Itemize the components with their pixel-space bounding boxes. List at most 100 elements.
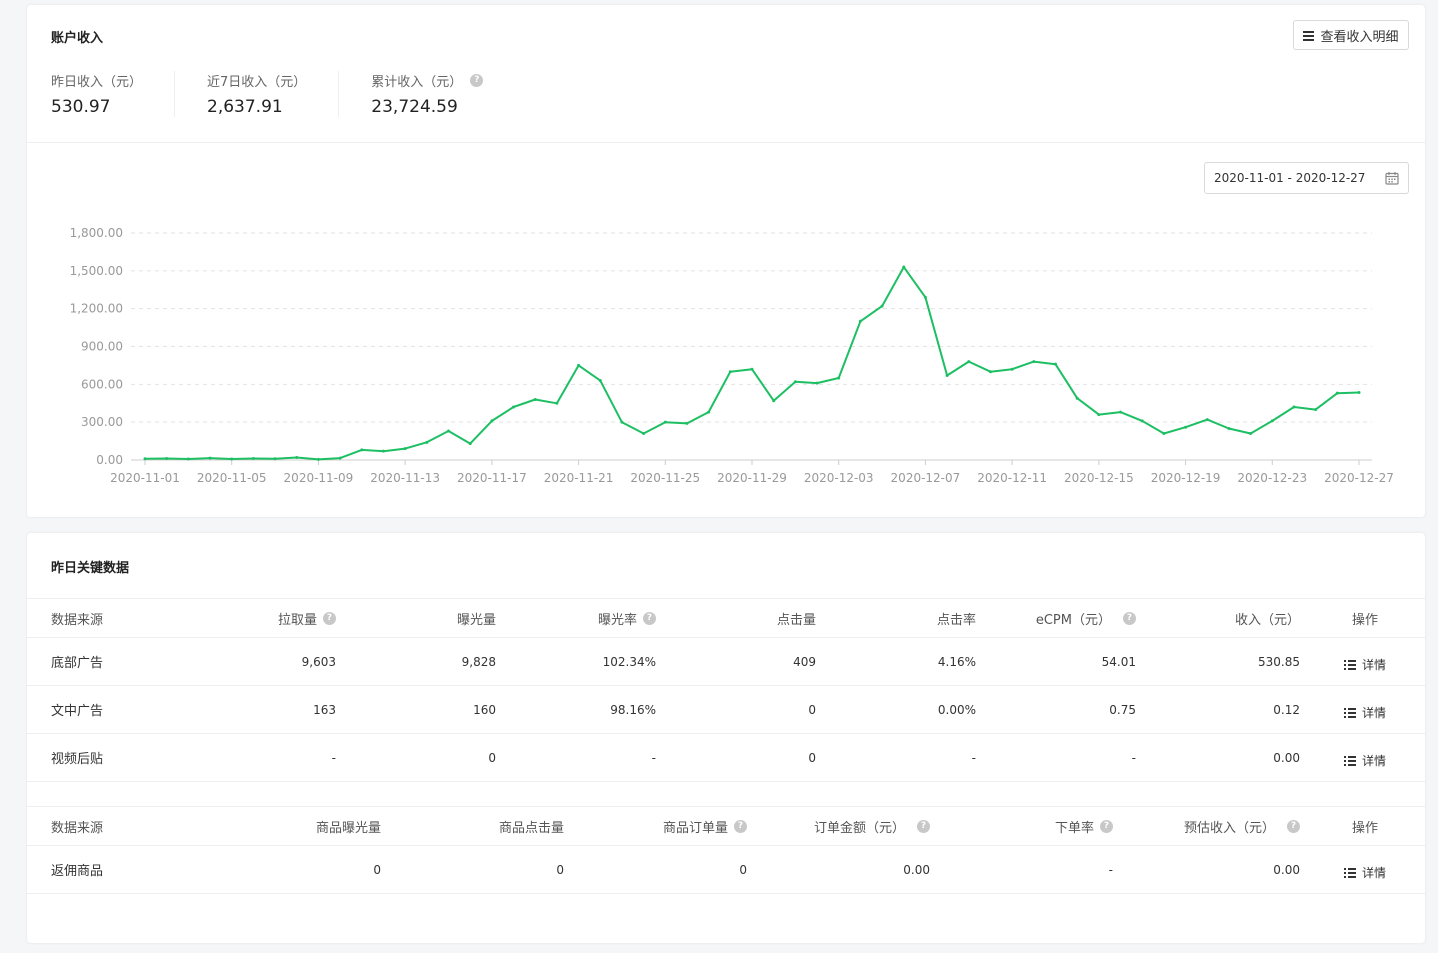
help-icon[interactable]: ? — [1100, 819, 1113, 833]
data-point — [577, 363, 581, 367]
detail-link-cell: 详情 — [1341, 734, 1389, 781]
col-source: 数据来源 — [51, 820, 104, 836]
x-tick-label: 2020-11-09 — [284, 471, 354, 485]
data-point — [360, 448, 364, 452]
data-point — [793, 380, 797, 384]
stat-total: 累计收入（元） ? 23,724.59 — [371, 71, 515, 117]
data-point — [381, 449, 385, 453]
table-row: 文中广告 163 160 98.16% 0 0.00% 0.75 0.12 详情 — [27, 686, 1425, 734]
data-point — [902, 265, 906, 269]
cell-expose-rate: 102.34% — [602, 654, 656, 669]
detail-link-label: 详情 — [1361, 866, 1386, 880]
cell-orders: 0 — [739, 862, 747, 877]
cell-expose: 9,828 — [461, 654, 496, 669]
data-point — [642, 432, 646, 436]
col-source: 数据来源 — [51, 612, 104, 628]
view-income-detail-button[interactable]: 查看收入明细 — [1293, 20, 1409, 50]
stat-7days-label: 近7日收入（元） — [207, 75, 307, 90]
cell-expose: 0 — [373, 862, 381, 877]
x-tick-label: 2020-12-03 — [804, 471, 874, 485]
data-point — [1097, 413, 1101, 417]
income-stats: 昨日收入（元） 530.97 近7日收入（元） 2,637.91 累计收入（元）… — [51, 71, 547, 117]
stat-7days: 近7日收入（元） 2,637.91 — [207, 71, 340, 117]
cell-clicks: 409 — [793, 654, 816, 669]
data-point — [425, 440, 429, 444]
detail-link-label: 详情 — [1361, 658, 1386, 672]
cell-expose-rate: 98.16% — [610, 702, 656, 717]
cell-ecpm: 0.75 — [1109, 702, 1136, 717]
stat-total-label: 累计收入（元） — [371, 75, 463, 90]
x-tick-label: 2020-12-23 — [1237, 471, 1307, 485]
detail-link[interactable]: 详情 — [1343, 752, 1386, 769]
col-pull: 拉取量? — [278, 599, 336, 637]
x-tick-label: 2020-11-29 — [717, 471, 787, 485]
help-icon[interactable]: ? — [917, 819, 930, 833]
cell-amount: 0.00 — [903, 862, 930, 877]
data-point — [208, 456, 212, 460]
table-row: 返佣商品 0 0 0 0.00 - 0.00 详情 — [27, 846, 1425, 894]
row-source: 文中广告 — [51, 704, 104, 719]
help-icon[interactable]: ? — [1287, 819, 1300, 833]
goods-table-header: 数据来源 商品曝光量 商品点击量 商品订单量? 订单金额（元）? 下单率? 预估… — [27, 806, 1425, 846]
row-source: 返佣商品 — [51, 864, 104, 879]
data-point — [967, 360, 971, 364]
help-icon[interactable]: ? — [323, 611, 336, 625]
divider — [27, 142, 1425, 143]
detail-link[interactable]: 详情 — [1343, 656, 1386, 673]
stat-total-value: 23,724.59 — [371, 97, 458, 117]
data-point — [447, 429, 450, 433]
data-point — [1162, 432, 1166, 436]
detail-link-cell: 详情 — [1341, 686, 1389, 733]
help-icon[interactable]: ? — [734, 819, 747, 833]
view-income-detail-label: 查看收入明细 — [1320, 29, 1399, 45]
cell-income: 0.12 — [1273, 702, 1300, 717]
col-expose-rate: 曝光率? — [598, 599, 656, 637]
x-tick-label: 2020-11-01 — [110, 471, 180, 485]
data-point — [295, 455, 299, 459]
list-icon — [1343, 659, 1356, 670]
help-icon[interactable]: ? — [470, 74, 484, 87]
menu-icon — [1303, 30, 1315, 41]
detail-link[interactable]: 详情 — [1343, 704, 1386, 721]
cell-ctr: 0.00% — [937, 702, 976, 717]
y-tick-label: 600.00 — [81, 377, 123, 391]
x-tick-label: 2020-11-21 — [544, 471, 614, 485]
stat-yesterday: 昨日收入（元） 530.97 — [51, 71, 176, 117]
cell-ecpm: - — [1131, 750, 1136, 765]
help-icon[interactable]: ? — [643, 611, 656, 625]
data-point — [1010, 367, 1014, 371]
cell-clicks: 0 — [808, 750, 816, 765]
list-icon — [1343, 755, 1356, 766]
col-goods-orders: 商品订单量? — [663, 807, 747, 845]
data-point — [316, 457, 320, 461]
cell-expose-rate: - — [651, 750, 656, 765]
key-data-card: 昨日关键数据 数据来源 拉取量? 曝光量 曝光率? 点击量 点击率 eCPM（元… — [27, 533, 1425, 943]
data-point — [685, 421, 689, 425]
stat-yesterday-label: 昨日收入（元） — [51, 75, 143, 90]
data-point — [165, 456, 169, 460]
income-line-chart: 0.00 300.00 600.00 900.00 1,200.00 1,500.00 1,… — [70, 226, 1394, 485]
x-tick-label: 2020-12-11 — [977, 471, 1047, 485]
data-point — [1119, 410, 1123, 414]
row-source: 底部广告 — [51, 656, 104, 671]
data-point — [1314, 408, 1318, 412]
help-icon[interactable]: ? — [1123, 611, 1136, 625]
income-card: 账户收入 查看收入明细 昨日收入（元） 530.97 近7日收入（元） 2,63… — [27, 5, 1425, 517]
y-tick-label: 0.00 — [96, 453, 123, 467]
goods-table: 数据来源 商品曝光量 商品点击量 商品订单量? 订单金额（元）? 下单率? 预估… — [27, 806, 1425, 894]
calendar-icon — [1385, 172, 1399, 185]
y-tick-label: 1,800.00 — [70, 226, 123, 240]
detail-link-label: 详情 — [1361, 754, 1386, 768]
x-tick-label: 2020-12-27 — [1324, 471, 1394, 485]
row-source: 视频后贴 — [51, 752, 104, 767]
detail-link[interactable]: 详情 — [1343, 864, 1386, 881]
data-point — [620, 420, 624, 424]
y-tick-label: 900.00 — [81, 340, 123, 354]
x-tick-label: 2020-11-13 — [370, 471, 440, 485]
cell-expose: 160 — [473, 702, 496, 717]
cell-ecpm: 54.01 — [1101, 654, 1136, 669]
col-action: 操作 — [1351, 612, 1378, 628]
cell-pull: 9,603 — [301, 654, 336, 669]
date-range-picker[interactable]: 2020-11-01 - 2020-12-27 — [1204, 162, 1409, 194]
data-point — [1227, 426, 1231, 430]
